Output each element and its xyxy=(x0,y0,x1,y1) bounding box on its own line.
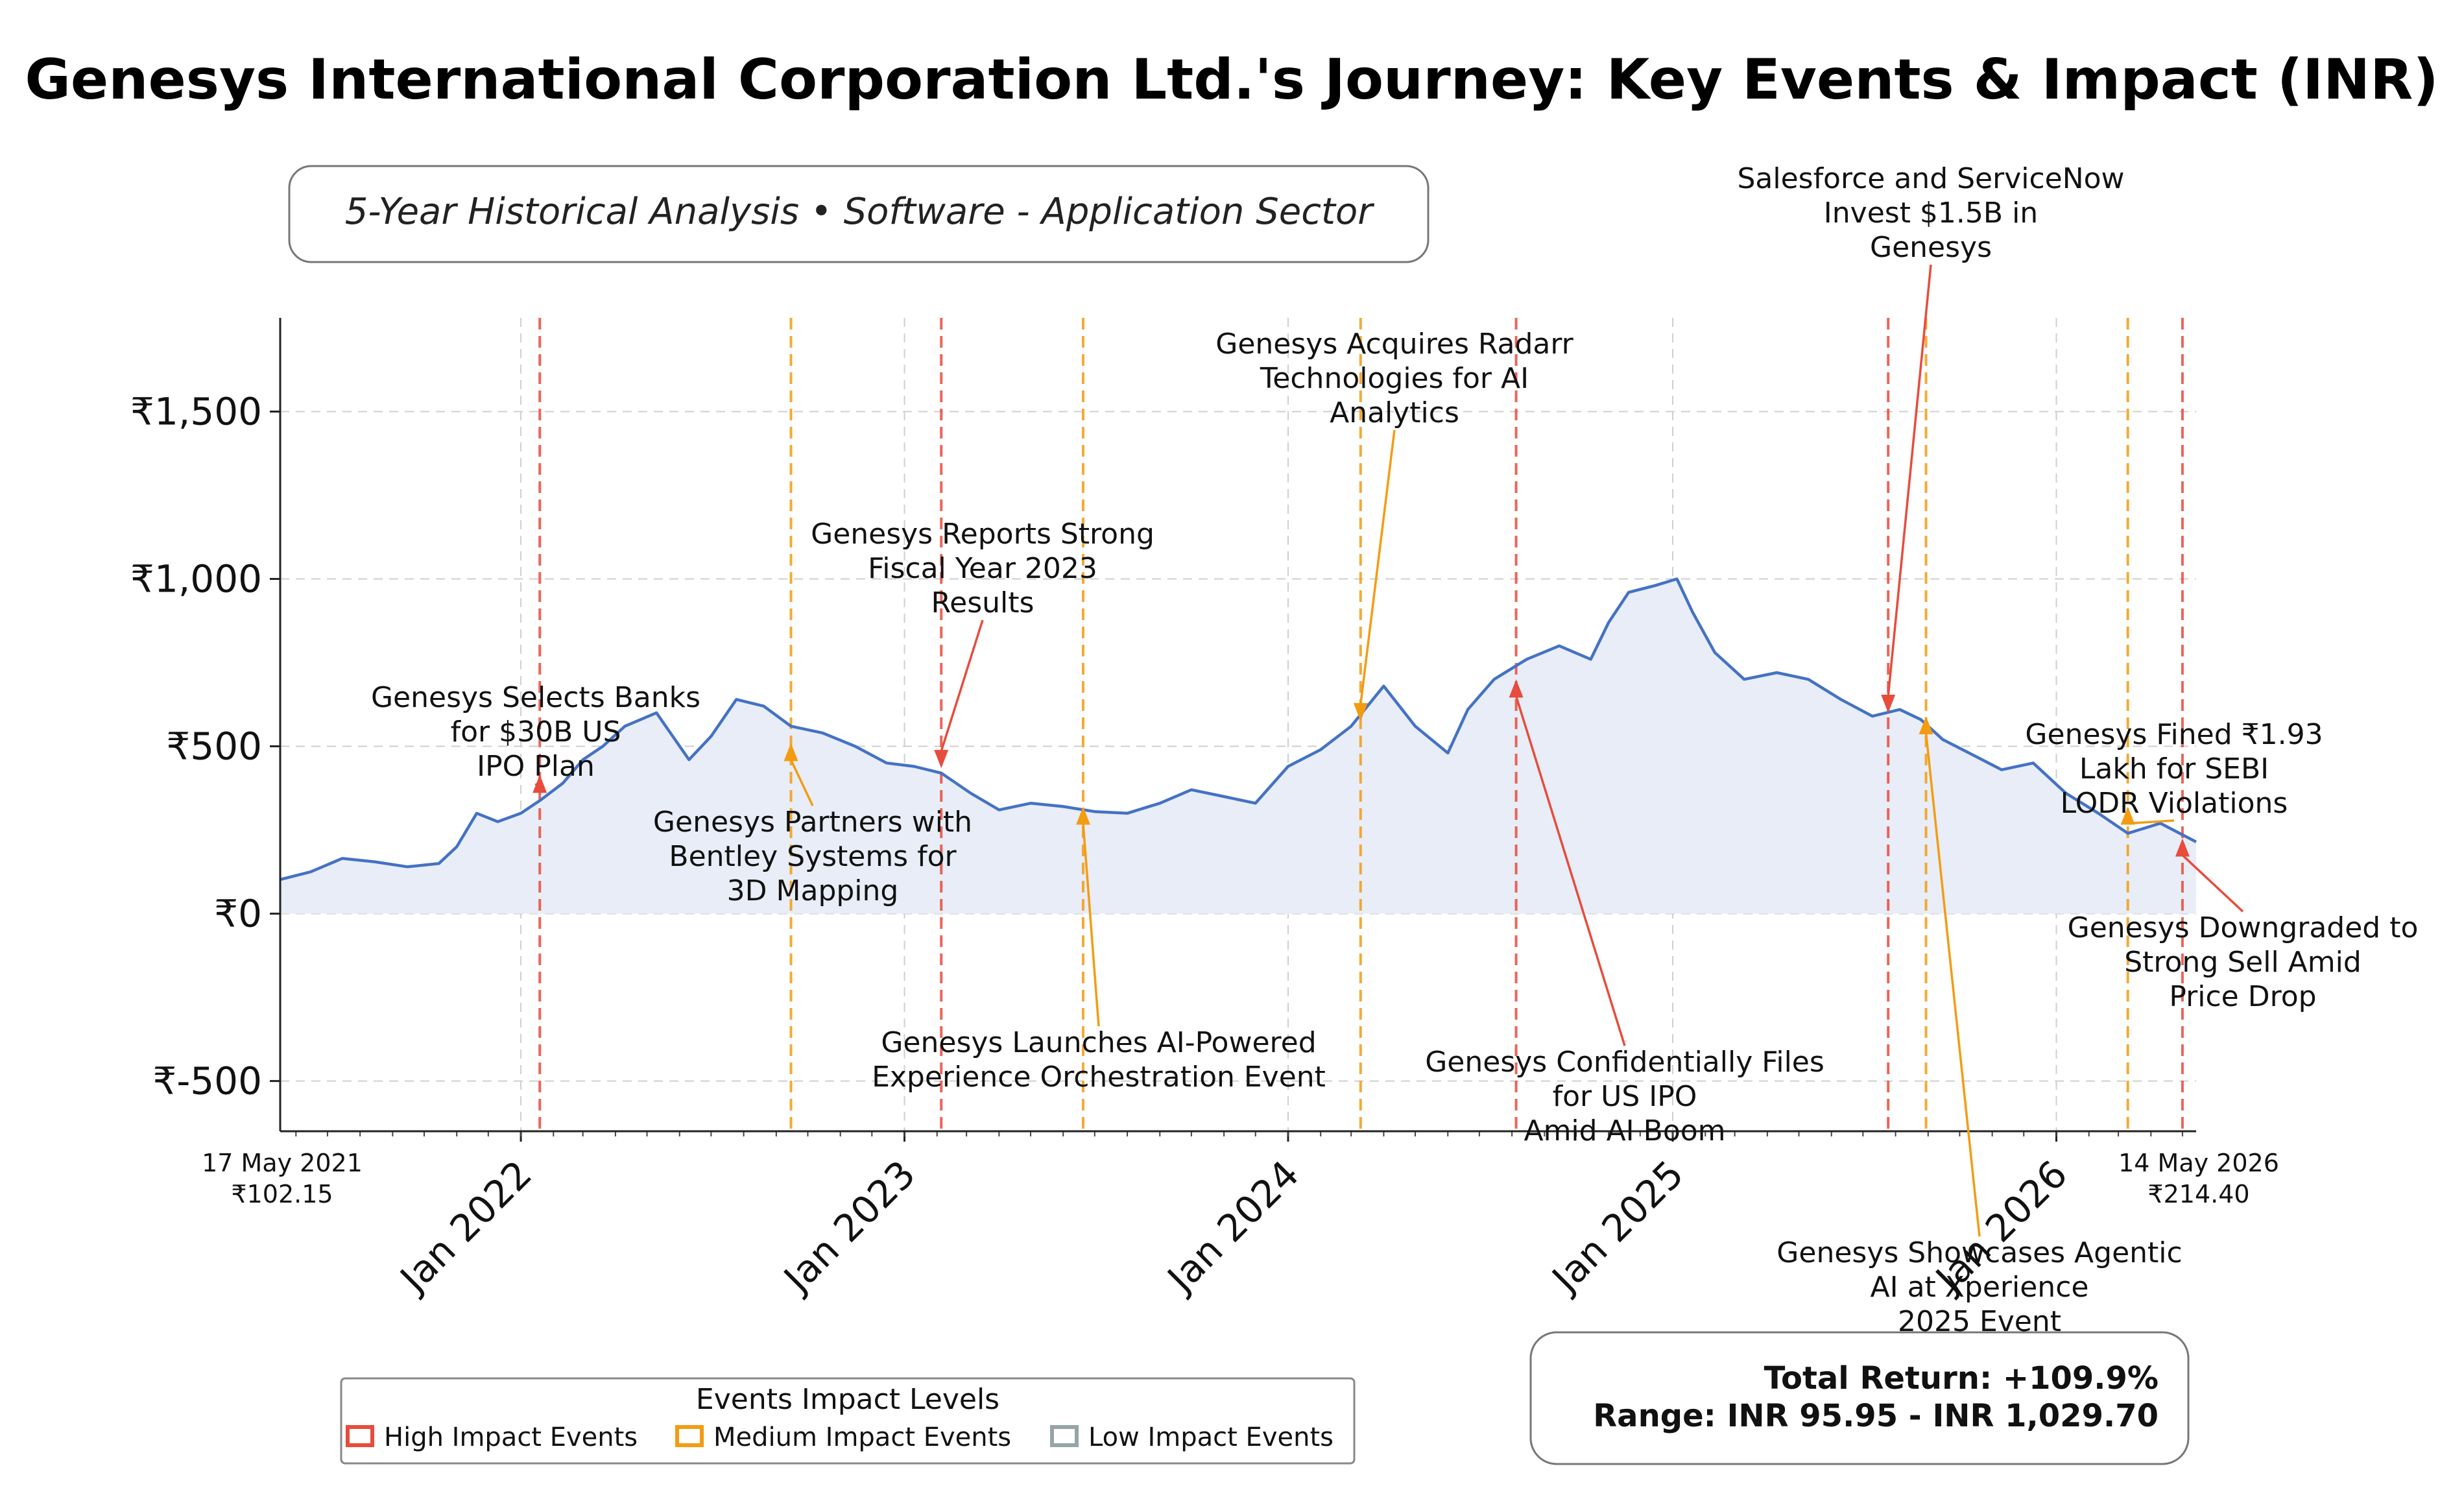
event-arrow-head xyxy=(783,743,798,762)
event-arrow-line xyxy=(1924,732,1981,1237)
event-label-line: Genesys Reports Strong xyxy=(811,518,1154,551)
price-series xyxy=(280,577,2197,882)
event-label-line: Technologies for AI xyxy=(1260,362,1529,395)
x-tick-label: Jan 2023 xyxy=(774,1152,924,1302)
price-line xyxy=(280,577,2197,882)
event-arrow-head xyxy=(1353,702,1368,721)
end-date-label: 14 May 2026 xyxy=(2118,1149,2279,1177)
end-price-label: ₹214.40 xyxy=(2147,1180,2249,1208)
event-arrow-head xyxy=(2175,838,2190,857)
legend-swatch xyxy=(1050,1425,1079,1447)
event-annotations: Genesys Selects Banks for $30B US IPO Plan… xyxy=(371,162,2418,1338)
x-tick-label: Jan 2025 xyxy=(1542,1152,1692,1302)
y-tick-label: ₹0 xyxy=(214,892,262,936)
event-arrow-head xyxy=(1919,716,1933,735)
event-arrow-line xyxy=(2181,854,2244,913)
subtitle-box xyxy=(288,165,1429,263)
event-label-line: Analytics xyxy=(1330,396,1459,429)
event-label-line: Lakh for SEBI xyxy=(2079,752,2269,786)
event-label-line: Genesys Partners with xyxy=(653,806,972,839)
event-label-line: Amid AI Boom xyxy=(1524,1114,1725,1147)
event-label-line: Strong Sell Amid xyxy=(2124,946,2362,979)
event-label: Genesys Reports Strong Fiscal Year 2023 Re… xyxy=(811,518,1154,619)
x-tick-label: Jan 2022 xyxy=(390,1152,540,1302)
legend-title: Events Impact Levels xyxy=(696,1383,999,1416)
event-arrow-line xyxy=(1082,823,1100,1027)
event-label-line: AI at Xperience xyxy=(1871,1271,2089,1304)
total-return-text: Total Return: +109.9% xyxy=(1764,1360,2159,1397)
start-price-label: ₹102.15 xyxy=(231,1180,333,1208)
event-label-line: Results xyxy=(931,586,1035,619)
y-tick-label: ₹1,500 xyxy=(130,389,262,433)
legend-swatch xyxy=(675,1425,704,1447)
event-label-line: 3D Mapping xyxy=(727,874,899,907)
event-label: Salesforce and ServiceNow Invest $1.5B in… xyxy=(1737,162,2124,264)
chart-title: Genesys International Corporation Ltd.'s… xyxy=(25,47,2438,112)
price-area-fill xyxy=(280,579,2196,914)
event-label: Genesys Fined ₹1.93 Lakh for SEBI LODR Vio… xyxy=(2025,718,2323,820)
event-label-line: for $30B US xyxy=(451,715,621,749)
event-arrow-line xyxy=(2127,819,2175,825)
legend-swatch xyxy=(346,1425,374,1447)
x-tick-label: Jan 2024 xyxy=(1158,1152,1308,1302)
event-arrow-head xyxy=(1075,806,1090,825)
legend-item-label: Medium Impact Events xyxy=(713,1422,1011,1452)
event-label: Genesys Launches AI-Powered Experience Or… xyxy=(872,1026,1326,1094)
event-arrow-line xyxy=(1887,264,1932,697)
event-arrow-head xyxy=(2120,806,2135,825)
event-label-line: Genesys Confidentially Files xyxy=(1425,1046,1824,1079)
event-label-line: Genesys xyxy=(1870,231,1992,264)
event-label-line: Genesys Acquires Radarr xyxy=(1215,328,1573,361)
event-label-line: Genesys Launches AI-Powered xyxy=(881,1026,1316,1059)
event-label-line: Genesys Downgraded to xyxy=(2068,911,2419,944)
event-label: Genesys Confidentially Files for US IPO Am… xyxy=(1425,1046,1824,1147)
event-label: Genesys Selects Banks for $30B US IPO Plan xyxy=(371,681,700,783)
event-arrow-head xyxy=(1509,679,1524,698)
price-area xyxy=(280,579,2196,914)
event-label: Genesys Acquires Radarr Technologies for … xyxy=(1215,328,1573,429)
event-label-line: Genesys Selects Banks xyxy=(371,681,700,714)
event-label-line: Genesys Fined ₹1.93 xyxy=(2025,718,2323,751)
legend-item-label: High Impact Events xyxy=(384,1422,638,1452)
y-tick-label: ₹-500 xyxy=(152,1059,262,1103)
event-arrow-head xyxy=(934,750,949,769)
event-arrow-line xyxy=(1514,695,1626,1046)
event-label-line: Fiscal Year 2023 xyxy=(868,552,1097,585)
y-tick-label: ₹1,000 xyxy=(130,557,262,601)
event-label-line: Experience Orchestration Event xyxy=(872,1061,1326,1094)
event-label-line: for US IPO xyxy=(1553,1080,1697,1113)
event-label-line: Bentley Systems for xyxy=(669,840,957,873)
event-label-line: Salesforce and ServiceNow xyxy=(1737,162,2124,195)
legend-item-label: Low Impact Events xyxy=(1088,1422,1334,1452)
event-label-line: Invest $1.5B in xyxy=(1824,197,2038,230)
stats-box: Total Return: +109.9% Range: INR 95.95 -… xyxy=(1529,1331,2190,1465)
start-date-label: 17 May 2021 xyxy=(202,1149,363,1177)
event-arrow-head xyxy=(1881,694,1896,713)
legend-box xyxy=(340,1377,1356,1465)
event-arrow-line xyxy=(1359,429,1396,705)
event-label-line: LODR Violations xyxy=(2061,787,2288,820)
event-arrow-line xyxy=(940,619,984,752)
event-arrow-head xyxy=(532,774,547,793)
event-arrow-line xyxy=(789,759,814,806)
event-label: Genesys Partners with Bentley Systems for… xyxy=(653,806,972,907)
event-label: Genesys Downgraded to Strong Sell Amid Pri… xyxy=(2068,911,2419,1013)
event-label-line: Price Drop xyxy=(2169,980,2316,1013)
stats-box-frame xyxy=(1529,1331,2190,1465)
price-range-text: Range: INR 95.95 - INR 1,029.70 xyxy=(1593,1398,2159,1434)
y-tick-label: ₹500 xyxy=(166,725,262,769)
event-label: Genesys Showcases Agentic AI at Xperience… xyxy=(1776,1236,2182,1338)
legend: Events Impact Levels High Impact Events M… xyxy=(340,1377,1356,1465)
event-label-line: IPO Plan xyxy=(477,750,595,783)
chart-subtitle: 5-Year Historical Analysis • Software - … xyxy=(345,191,1374,233)
event-label-line: Genesys Showcases Agentic xyxy=(1776,1236,2182,1269)
